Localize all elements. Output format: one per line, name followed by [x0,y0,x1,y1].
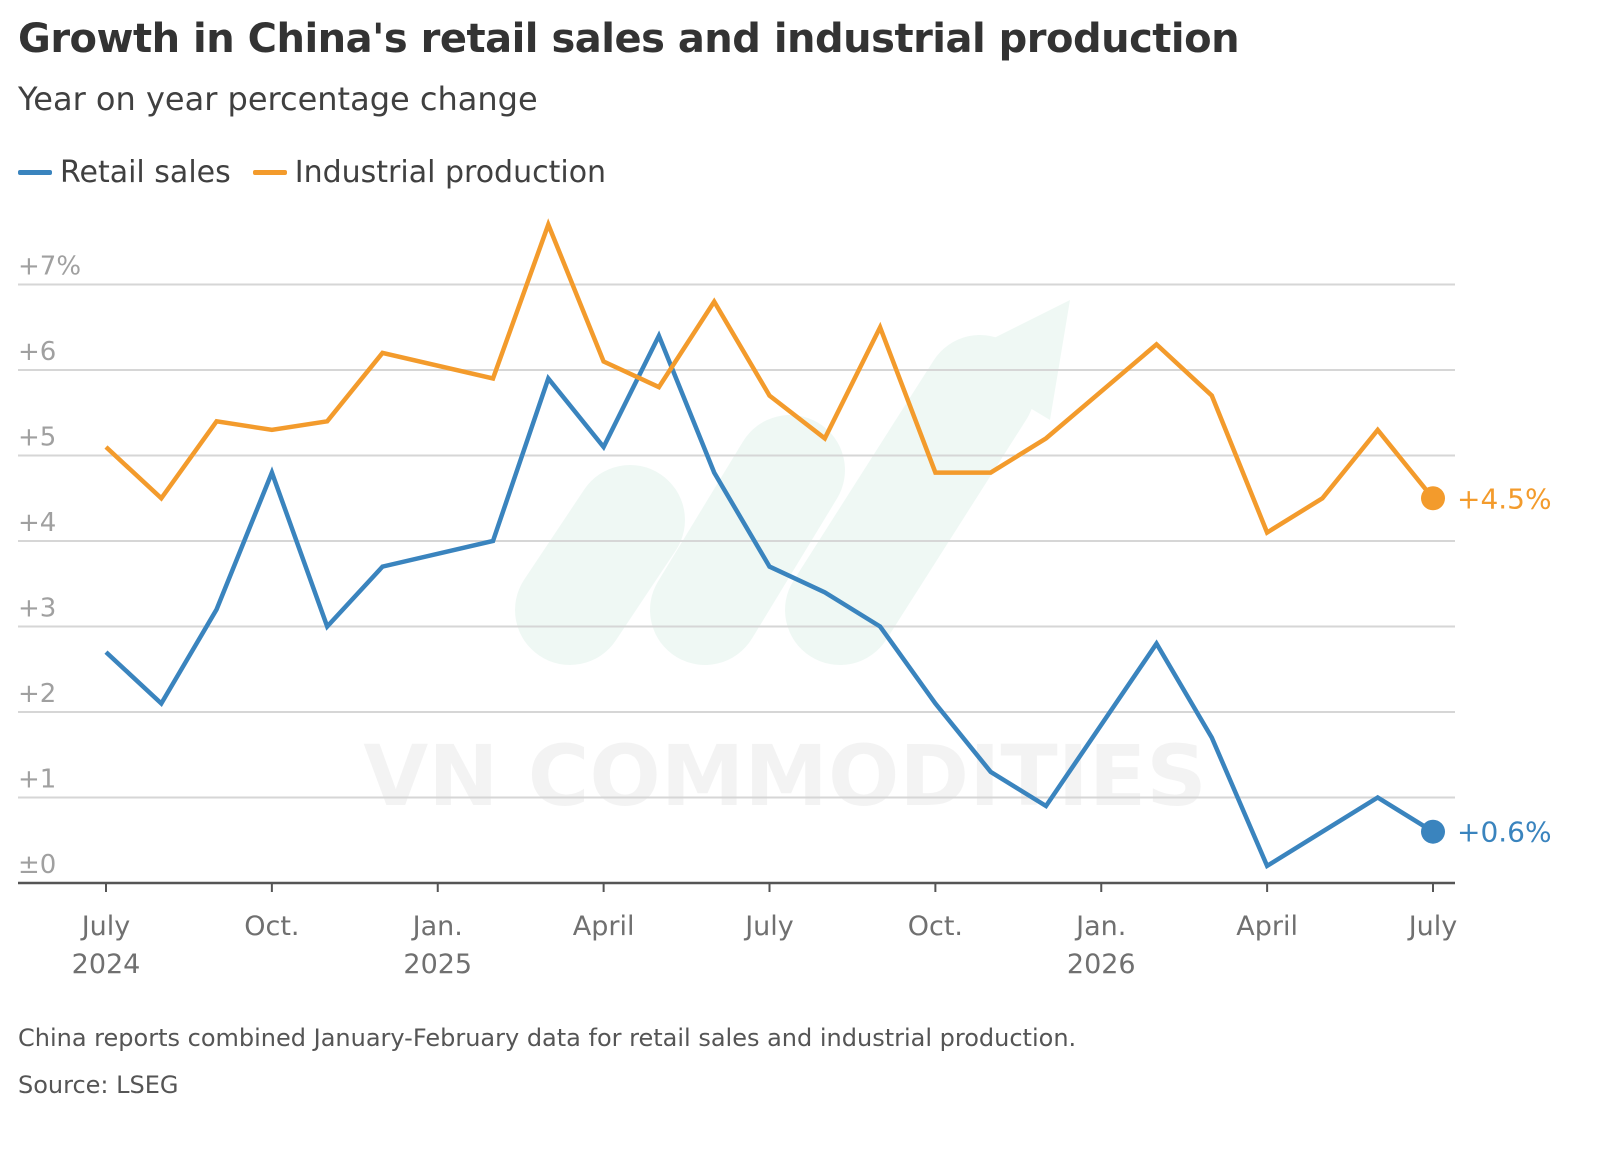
x-tick-label: Oct. [908,911,963,942]
x-tick-label: July [80,911,131,942]
x-tick-label: April [573,911,635,942]
y-grid: +7% +6 +5 +4 +3 +2 +1 ±0 [18,252,1455,880]
y-tick-label: +6 [18,337,56,367]
chart-source: Source: LSEG [18,1071,179,1099]
end-marker-retail-sales [1421,819,1445,844]
x-axis: July 2024 Oct. Jan. 2025 April July Oct. Jan. 202… [18,881,1458,980]
y-tick-label: +7% [18,252,81,282]
y-tick-label: +1 [18,765,56,795]
series-lines: +0.6% +4.5% [104,218,1552,870]
legend-swatch-retail-sales [18,170,52,175]
x-tick-label: July [743,911,794,942]
chart-title: Growth in China's retail sales and indus… [18,16,1240,62]
x-tick-label: Oct. [244,911,299,942]
y-tick-label: ±0 [18,850,56,880]
end-label-retail-sales: +0.6% [1457,816,1552,849]
y-tick-label: +3 [18,594,56,624]
end-label-industrial-production: +4.5% [1457,482,1552,515]
legend-label-retail-sales: Retail sales [60,155,231,190]
watermark: VN COMMODITIES [363,300,1207,825]
chart-subtitle: Year on year percentage change [18,80,538,118]
legend-item-industrial-production: Industrial production [252,155,607,190]
watermark-text: VN COMMODITIES [363,727,1207,825]
y-tick-label: +2 [18,679,56,709]
legend-label-industrial-production: Industrial production [294,155,607,190]
chart-footnote: China reports combined January-February … [18,1024,1077,1052]
legend-item-retail-sales: Retail sales [18,155,231,190]
x-tick-year-label: 2025 [403,949,472,980]
y-tick-label: +4 [18,508,56,538]
x-tick-label: April [1236,911,1298,942]
x-tick-label: Jan. [1074,911,1126,942]
y-tick-label: +5 [18,423,56,453]
legend-swatch-industrial-production [252,170,287,175]
x-tick-label: Jan. [411,911,463,942]
line-chart: VN COMMODITIES +7% +6 +5 +4 +3 +2 +1 ±0 July 202… [18,218,1552,980]
chart-legend: Retail sales Industrial production [18,155,628,190]
x-tick-label: July [1407,911,1458,942]
end-marker-industrial-production [1421,486,1445,511]
x-tick-year-label: 2026 [1067,949,1136,980]
x-tick-year-label: 2024 [72,949,141,980]
watermark-logo [515,300,1070,665]
series-line-retail-sales [104,330,1435,870]
series-line-industrial-production [104,218,1435,536]
